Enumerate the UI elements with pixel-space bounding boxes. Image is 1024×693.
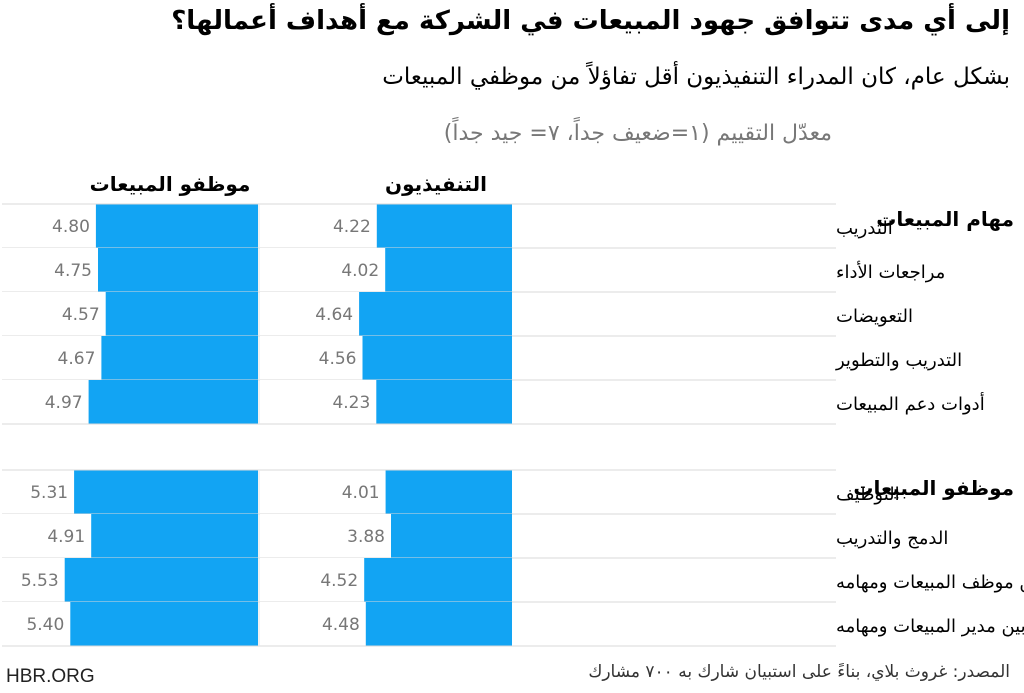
bar-staff-8 <box>64 558 258 602</box>
value-label-exec-8: 4.52 <box>320 571 358 591</box>
bar-exec-1 <box>376 204 512 248</box>
source-note: المصدر: غروث بلاي، بناءً على استبيان شار… <box>588 662 1010 682</box>
value-label-exec-7: 3.88 <box>347 527 385 547</box>
value-label-exec-9: 4.48 <box>322 615 360 635</box>
bar-staff-1 <box>95 204 259 248</box>
bar-exec-5 <box>376 380 512 424</box>
bar-staff-2 <box>98 248 258 292</box>
value-label-staff-7: 4.91 <box>47 527 85 547</box>
bar-exec-6 <box>385 470 512 514</box>
bar-staff-5 <box>88 380 258 424</box>
bar-exec-3 <box>359 292 512 336</box>
category-label-1: التدريب <box>836 218 893 239</box>
category-label-6: التوظيف <box>836 484 900 505</box>
bar-exec-8 <box>364 558 512 602</box>
bar-staff-7 <box>91 514 258 558</box>
value-label-staff-2: 4.75 <box>54 261 92 281</box>
category-label-7: الدمج والتدريب <box>836 528 948 549</box>
category-label-4: التدريب والتطوير <box>835 350 962 371</box>
group-label-sales-tasks: مهام المبيعات <box>876 207 1014 231</box>
value-label-exec-5: 4.23 <box>332 393 370 413</box>
bar-exec-2 <box>385 248 512 292</box>
bar-staff-9 <box>70 602 258 646</box>
value-label-staff-5: 4.97 <box>45 393 83 413</box>
bar-exec-4 <box>362 336 512 380</box>
chart-subtitle: بشكل عام، كان المدراء التنفيذيون أقل تفا… <box>382 64 1010 90</box>
value-label-exec-6: 4.01 <box>342 483 380 503</box>
value-label-exec-1: 4.22 <box>333 217 371 237</box>
bar-staff-6 <box>74 470 258 514</box>
category-label-3: التعويضات <box>836 306 913 327</box>
bar-staff-4 <box>101 336 259 380</box>
category-label-8: التوفيق بين موظف المبيعات ومهامه <box>836 572 1024 593</box>
category-label-2: مراجعات الأداء <box>836 261 945 283</box>
bar-exec-7 <box>391 514 512 558</box>
bar-exec-9 <box>365 602 512 646</box>
group-label-sales-staff: موظفو المبيعات <box>853 476 1014 500</box>
bar-staff-3 <box>105 292 258 336</box>
column-header-executives: التنفيذيون <box>385 172 487 196</box>
value-label-staff-4: 4.67 <box>58 349 96 369</box>
value-label-staff-1: 4.80 <box>52 217 90 237</box>
chart-title: إلى أي مدى تتوافق جهود المبيعات في الشرك… <box>171 6 1010 36</box>
value-label-exec-3: 4.64 <box>315 305 353 325</box>
column-header-sales-staff: موظفو المبيعات <box>89 172 251 196</box>
value-label-staff-8: 5.53 <box>21 571 59 591</box>
value-label-staff-9: 5.40 <box>26 615 64 635</box>
value-label-exec-4: 4.56 <box>319 349 357 369</box>
value-label-staff-6: 5.31 <box>30 483 68 503</box>
value-label-exec-2: 4.02 <box>341 261 379 281</box>
category-label-5: أدوات دعم المبيعات <box>836 392 985 415</box>
scale-note: معدّل التقييم (١=ضعيف جداً، ٧= جيد جداً) <box>443 121 832 146</box>
value-label-staff-3: 4.57 <box>62 305 100 325</box>
brand-logo-text: HBR.ORG <box>6 666 95 687</box>
category-label-9: التوفيق بين مدير المبيعات ومهامه <box>836 616 1024 637</box>
